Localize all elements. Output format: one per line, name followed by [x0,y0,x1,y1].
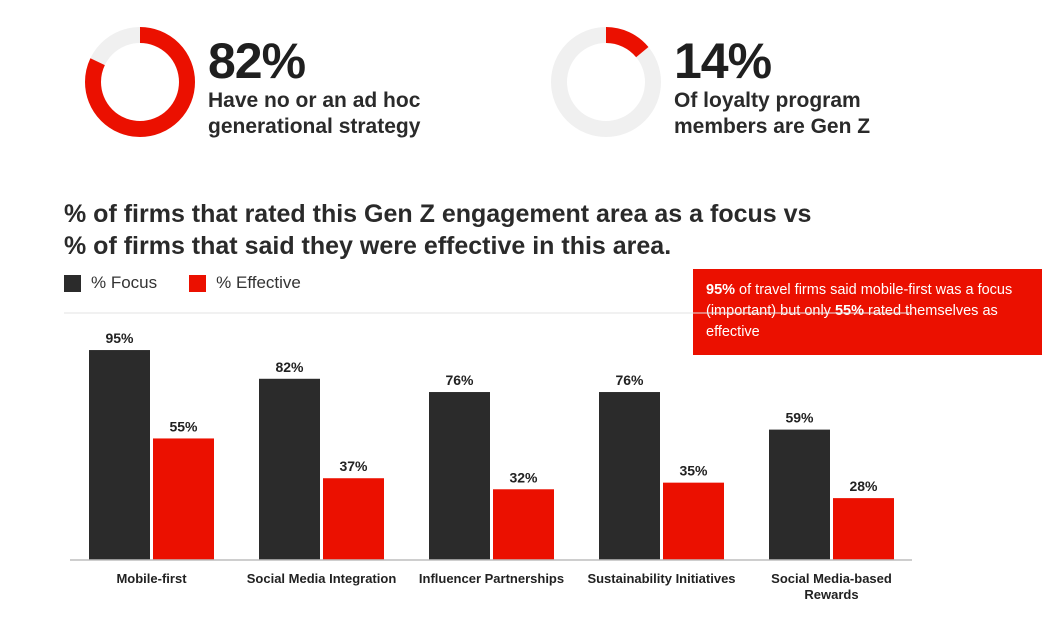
bar-effective [323,478,384,560]
bar-effective [153,438,214,560]
category-label: Mobile-first [116,571,187,586]
callout-bold-2: 55% [834,303,864,319]
data-label: 35% [679,463,708,479]
callout-text-1: of travel firms said mobile-first was a … [706,282,1013,319]
data-label: 32% [509,469,538,485]
bar-focus [259,378,320,560]
category-label: Sustainability Initiatives [587,571,735,586]
data-label: 95% [105,330,134,346]
category-label: Social Media-based Rewards [771,571,892,602]
stat-value: 82% [208,33,306,89]
legend-swatch-focus [64,274,81,292]
chart-legend: % Focus % Effective [64,273,333,293]
stat-description: Of loyalty program members are Gen Z [674,89,871,138]
bar-effective [833,498,894,560]
data-label: 82% [275,359,304,375]
bar-focus [769,429,830,560]
data-label: 76% [615,372,644,388]
data-label: 55% [169,418,198,434]
data-label: 59% [785,410,814,426]
stat-gen-z-members: 14% Of loyalty program members are Gen Z [550,26,970,146]
chart-title: % of firms that rated this Gen Z engagem… [64,200,812,260]
data-label: 28% [849,478,878,494]
stat-text: 14% Of loyalty program members are Gen Z [674,36,870,140]
bar-focus [429,392,490,560]
bar-effective [663,482,724,560]
donut-chart-82 [85,27,195,137]
stat-description: Have no or an ad hoc generational strate… [208,89,421,138]
donut-fill [551,27,661,137]
legend-label-focus: % Focus [91,273,158,292]
donut-chart-14 [551,27,661,137]
stat-text: 82% Have no or an ad hoc generational st… [208,36,420,140]
callout-bold-1: 95% [706,282,736,298]
data-label: 76% [445,372,474,388]
bar-focus [89,350,150,560]
legend-item-focus: % Focus [64,273,157,293]
bar-focus [599,392,660,560]
stat-no-strategy: 82% Have no or an ad hoc generational st… [84,26,484,146]
data-label: 37% [339,458,368,474]
bar-effective [493,489,554,560]
donut-fill [85,27,195,137]
legend-label-effective: % Effective [216,273,301,292]
legend-swatch-effective [189,274,207,292]
callout-box: 95% of travel firms said mobile-first wa… [693,269,1042,355]
category-label: Social Media Integration [247,571,397,586]
category-label: Influencer Partnerships [419,571,564,586]
legend-item-effective: % Effective [189,273,301,293]
callout-text-2: rated themselves as effective [706,303,998,340]
stat-value: 14% [674,33,772,89]
